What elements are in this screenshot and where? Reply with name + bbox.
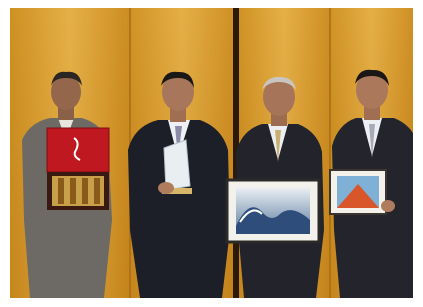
page	[0, 0, 423, 307]
scene	[10, 8, 420, 298]
photo	[0, 0, 423, 307]
